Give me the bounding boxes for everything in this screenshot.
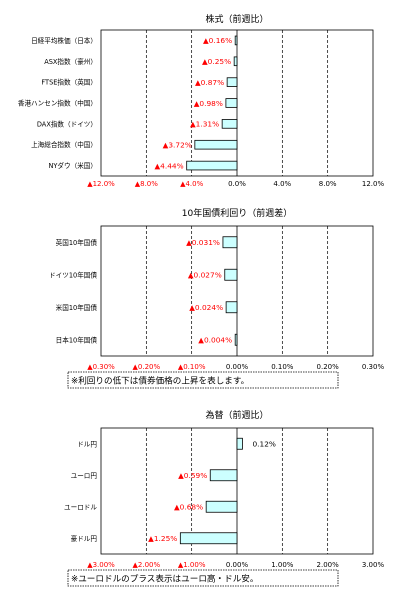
note-box <box>67 371 339 389</box>
category-label: ドイツ10年国債 <box>49 270 97 279</box>
tick-label: 1.00% <box>271 561 294 569</box>
category-label: 上海総合指数（中国） <box>31 140 97 149</box>
tick-label: ▲3.00% <box>87 561 115 569</box>
chart-3: 為替（前週比） ドル円 0.12% ユーロ円 ▲0.59% ユーロドル ▲0.68% 豪ドル円… <box>64 409 385 587</box>
tick-label: ▲1.00% <box>178 561 206 569</box>
chart-2: 10年国債利回り（前週差） 英国10年国債 ▲0.031% ドイツ10年国債 ▲0.02… <box>49 207 385 389</box>
tick-label: 0.30% <box>362 363 385 371</box>
note-text: ※ユーロドルのプラス表示はユーロ高・ドル安。 <box>71 573 259 585</box>
tick-label: ▲0.30% <box>87 363 115 371</box>
tick-label: ▲8.0% <box>135 180 159 188</box>
tick-label: 0.20% <box>317 363 340 371</box>
category-label: 日本10年国債 <box>56 335 98 344</box>
tick-label: 4.0% <box>273 180 291 188</box>
bar <box>186 160 238 171</box>
data-label: ▲0.004% <box>198 336 232 345</box>
data-label: ▲1.31% <box>190 120 219 129</box>
tick-label: 8.0% <box>319 180 337 188</box>
chart-title: 10年国債利回り（前週差） <box>182 207 292 219</box>
data-label: ▲3.72% <box>163 141 192 150</box>
category-label: ユーロ円 <box>71 472 98 480</box>
data-label: ▲1.25% <box>148 534 177 543</box>
tick-label: 0.10% <box>271 363 294 371</box>
data-label: ▲0.031% <box>186 238 220 247</box>
bar <box>236 437 243 450</box>
tick-label: 3.00% <box>362 561 385 569</box>
bar <box>225 301 238 314</box>
category-label: 香港ハンセン指数（中国） <box>18 99 97 108</box>
tick-label: 0.00% <box>226 561 249 569</box>
chart-1: 株式（前週比） 日経平均株価（日本） ▲0.16% ASX指数（豪州） ▲0.25% FT… <box>18 13 385 188</box>
bar <box>194 139 238 150</box>
data-label: 0.12% <box>252 440 275 449</box>
category-label: 日経平均株価（日本） <box>31 36 97 45</box>
category-label: ドル円 <box>77 440 97 448</box>
data-label: ▲0.68% <box>174 503 203 512</box>
chart-title: 為替（前週比） <box>205 409 268 421</box>
bar <box>205 500 238 513</box>
tick-label: ▲0.20% <box>133 363 161 371</box>
chart-title: 株式（前週比） <box>205 13 268 25</box>
bar <box>221 119 238 129</box>
category-label: ユーロドル <box>64 503 97 511</box>
data-label: ▲0.16% <box>203 36 232 45</box>
category-label: DAX指数（ドイツ） <box>37 119 97 128</box>
bar <box>233 56 238 67</box>
data-label: ▲4.44% <box>155 161 184 170</box>
tick-label: ▲0.10% <box>178 363 206 371</box>
category-label: 豪ドル円 <box>71 534 98 543</box>
category-label: ASX指数（豪州） <box>44 57 97 66</box>
bar <box>179 532 238 545</box>
note-box <box>67 569 339 587</box>
tick-label: 12.0% <box>362 180 385 188</box>
data-label: ▲0.98% <box>194 99 223 108</box>
data-label: ▲0.59% <box>178 471 207 480</box>
category-label: FTSE指数（英国） <box>41 78 97 87</box>
data-label: ▲0.027% <box>188 271 222 280</box>
data-label: ▲0.024% <box>189 303 223 312</box>
category-label: 英国10年国債 <box>56 238 98 247</box>
bar <box>209 469 238 482</box>
bar <box>224 268 238 281</box>
note-text: ※利回りの低下は債券価格の上昇を表します。 <box>71 375 249 387</box>
bar <box>222 236 238 249</box>
tick-label: 2.00% <box>317 561 340 569</box>
tick-label: 0.00% <box>226 363 249 371</box>
bar <box>234 333 238 346</box>
data-label: ▲0.25% <box>202 57 231 66</box>
category-label: NYダウ（米国） <box>48 161 97 170</box>
bar <box>234 35 238 46</box>
tick-label: 0.0% <box>228 180 246 188</box>
tick-label: ▲12.0% <box>87 180 115 188</box>
bar <box>226 77 238 87</box>
bar <box>225 98 238 108</box>
tick-label: ▲2.00% <box>133 561 161 569</box>
tick-label: ▲4.0% <box>180 180 204 188</box>
category-label: 米国10年国債 <box>56 303 98 312</box>
data-label: ▲0.87% <box>195 78 224 87</box>
